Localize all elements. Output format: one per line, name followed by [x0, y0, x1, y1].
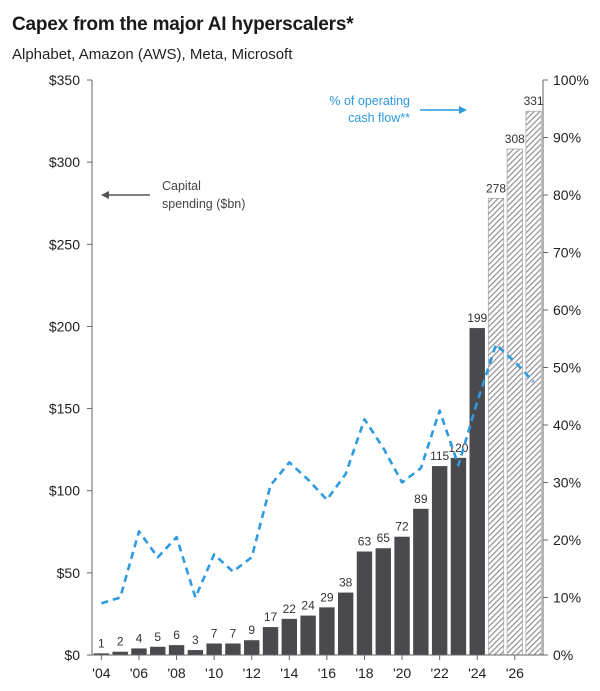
- capex-bar: [469, 328, 485, 655]
- y-right-tick-label: 20%: [553, 532, 581, 548]
- capex-data-label: 89: [414, 492, 428, 506]
- capital-spending-label-line2: spending ($bn): [162, 197, 245, 211]
- y-right-tick-label: 90%: [553, 130, 581, 146]
- capex-bar: [300, 615, 316, 655]
- capex-bar-estimate: [487, 197, 505, 656]
- capex-bar-estimate: [525, 110, 542, 656]
- ocf-label-line1: % of operating: [329, 94, 410, 108]
- capex-bar: [187, 650, 204, 655]
- x-tick-label: '20: [393, 665, 411, 681]
- x-tick-label: '12: [243, 665, 261, 681]
- x-tick-label: '10: [205, 665, 223, 681]
- x-tick-label: '16: [318, 665, 336, 681]
- y-left-tick-label: $50: [57, 565, 81, 581]
- capex-bar: [93, 653, 110, 655]
- capex-bar: [281, 618, 298, 655]
- x-tick-label: '14: [280, 665, 298, 681]
- capex-bar: [431, 466, 448, 655]
- capex-bar: [413, 508, 429, 655]
- capex-bar: [375, 548, 391, 655]
- capex-bar: [450, 457, 467, 655]
- y-left-tick-label: $200: [49, 318, 80, 334]
- x-tick-label: '06: [130, 665, 148, 681]
- capex-bar: [337, 592, 354, 655]
- y-right-tick-label: 40%: [553, 417, 581, 433]
- y-right-tick-label: 30%: [553, 475, 581, 491]
- capex-bar: [356, 551, 373, 655]
- y-left-tick-label: $150: [49, 401, 80, 417]
- capex-data-label: 2: [117, 635, 124, 649]
- capex-data-label: 3: [192, 633, 199, 647]
- x-tick-label: '26: [506, 665, 524, 681]
- ocf-pct-line: [101, 343, 535, 605]
- capex-data-label: 1: [98, 636, 105, 650]
- y-right-tick-label: 60%: [553, 302, 581, 318]
- capex-bar: [394, 536, 410, 655]
- capex-bar: [319, 607, 335, 655]
- capex-bar: [150, 646, 166, 655]
- capex-bar: [225, 643, 241, 655]
- y-left-tick-label: $0: [64, 647, 80, 663]
- x-tick-label: '08: [167, 665, 185, 681]
- ocf-label-line2: cash flow**: [348, 111, 410, 125]
- capex-bar-estimate: [506, 148, 523, 656]
- y-left-tick-label: $250: [49, 236, 80, 252]
- capex-data-label: 63: [358, 535, 372, 549]
- capex-data-label: 22: [283, 602, 297, 616]
- chart-title: Capex from the major AI hyperscalers*: [12, 14, 354, 35]
- capex-data-label: 115: [430, 449, 449, 463]
- capex-data-label: 331: [524, 94, 544, 108]
- capex-data-label: 9: [248, 623, 255, 637]
- capex-data-label: 72: [395, 520, 409, 534]
- capex-data-label: 278: [486, 181, 506, 195]
- capex-data-label: 17: [264, 610, 278, 624]
- capex-bar: [206, 643, 222, 655]
- capex-data-label: 24: [301, 599, 315, 613]
- capex-bar: [112, 651, 128, 655]
- capex-data-label: 199: [467, 311, 487, 325]
- y-right-tick-label: 70%: [553, 245, 581, 261]
- capex-data-label: 38: [339, 576, 353, 590]
- capex-data-label: 65: [377, 531, 391, 545]
- y-right-tick-label: 100%: [553, 72, 589, 88]
- capex-data-label: 4: [136, 631, 143, 645]
- capex-bar: [168, 645, 185, 655]
- capex-bar: [244, 640, 260, 655]
- capex-data-label: 6: [173, 628, 180, 642]
- x-tick-label: '24: [468, 665, 486, 681]
- capex-data-label: 29: [320, 590, 334, 604]
- chart-subtitle: Alphabet, Amazon (AWS), Meta, Microsoft: [12, 46, 293, 63]
- capex-bar: [262, 627, 279, 655]
- capex-bar: [131, 648, 147, 655]
- x-tick-label: '04: [92, 665, 110, 681]
- y-left-tick-label: $350: [49, 72, 80, 88]
- x-tick-label: '18: [355, 665, 373, 681]
- y-right-tick-label: 50%: [553, 360, 581, 376]
- x-tick-label: '22: [431, 665, 449, 681]
- y-left-tick-label: $300: [49, 154, 80, 170]
- y-left-tick-label: $100: [49, 483, 80, 499]
- capex-data-label: 7: [211, 627, 218, 641]
- capex-data-label: 7: [230, 627, 237, 641]
- capital-spending-label-line1: Capital: [162, 179, 201, 193]
- capex-data-label: 5: [154, 630, 161, 644]
- y-right-tick-label: 0%: [553, 647, 573, 663]
- y-right-tick-label: 80%: [553, 187, 581, 203]
- y-right-tick-label: 10%: [553, 590, 581, 606]
- capex-data-label: 308: [505, 132, 525, 146]
